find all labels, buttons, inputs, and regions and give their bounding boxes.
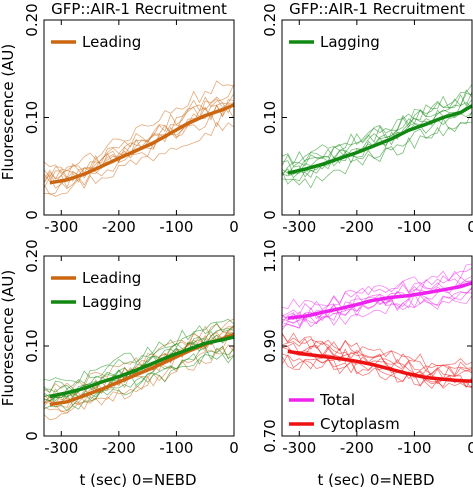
x-tick-label: -200 — [102, 439, 136, 457]
individual-trace — [281, 91, 473, 167]
panel-title: GFP::AIR-1 Recruitment — [289, 0, 465, 18]
individual-trace — [43, 322, 235, 394]
y-tick-label: 0.10 — [261, 101, 279, 134]
individual-trace — [43, 346, 235, 406]
series-line-lagging — [49, 335, 235, 399]
y-tick-label: 0.10 — [23, 101, 41, 134]
legend-label: Lagging — [320, 33, 380, 51]
individual-trace — [281, 84, 473, 175]
chart-panel-2: 0 0.10 0.20-300 -200 -100 0 GFP::AIR-1 Recruit… — [261, 0, 473, 236]
x-tick-label: 0 — [229, 218, 239, 236]
individual-trace — [43, 345, 235, 421]
y-tick-label: 0 — [23, 431, 41, 441]
y-axis-title-top: Fluorescence (AU) — [0, 44, 17, 181]
x-tick-label: 0 — [467, 218, 473, 236]
panel-title: GFP::AIR-1 Recruitment — [51, 0, 227, 18]
x-tick-label: -300 — [282, 218, 316, 236]
x-axis-title-right: t (sec) 0=NEBD — [317, 471, 434, 489]
individual-trace — [43, 121, 235, 197]
x-tick-label: -300 — [44, 439, 78, 457]
individual-trace — [43, 353, 235, 412]
individual-trace — [281, 117, 473, 179]
x-tick-label: -100 — [397, 218, 431, 236]
individual-trace — [281, 288, 473, 331]
y-tick-label: 0 — [261, 210, 279, 220]
x-tick-label: 0 — [229, 439, 239, 457]
chart-panel-4: 0.70 0.90 1.10 -300 -200 -100 0 Total Cytoplasm — [261, 239, 473, 457]
series-line-cytoplasm — [287, 349, 473, 383]
individual-trace — [281, 263, 473, 317]
y-tick-label: 0.20 — [261, 3, 279, 36]
individual-trace — [281, 112, 473, 177]
x-tick-label: 0 — [467, 439, 473, 457]
y-axis-title-bottom: Fluorescence (AU) — [0, 270, 17, 407]
series-line-total — [287, 281, 473, 320]
y-tick-label: 0.10 — [23, 329, 41, 362]
individual-trace — [43, 103, 235, 179]
x-tick-label: -100 — [397, 439, 431, 457]
individual-trace — [43, 323, 235, 393]
individual-trace — [281, 353, 473, 389]
individual-trace — [281, 346, 473, 378]
x-tick-label: -300 — [44, 218, 78, 236]
individual-trace — [281, 345, 473, 380]
legend-label: Leading — [82, 33, 141, 51]
x-tick-label: -300 — [282, 439, 316, 457]
series-line-leading — [49, 103, 235, 185]
individual-trace — [43, 345, 235, 404]
chart-panel-1: 0 0.10 0.20-300 -200 -100 0 GFP::AIR-1 Recruit… — [23, 0, 239, 236]
legend-label: Total — [319, 391, 355, 409]
y-tick-label: 0.20 — [23, 3, 41, 36]
individual-trace — [43, 84, 235, 184]
x-axis-title-left: t (sec) 0=NEBD — [79, 471, 196, 489]
y-tick-label: 0.90 — [261, 329, 279, 362]
x-tick-label: -100 — [159, 218, 193, 236]
chart-panel-3: 0 0.10 0.20 -300 -200 -100 0 Leading Lagging — [23, 239, 239, 457]
y-tick-label: 0.20 — [23, 239, 41, 272]
individual-trace — [43, 344, 235, 414]
individual-trace — [281, 356, 473, 388]
series-line-lagging — [287, 104, 473, 175]
x-tick-label: -200 — [340, 218, 374, 236]
y-tick-label: 0.70 — [261, 419, 279, 452]
legend-label: Lagging — [82, 293, 142, 311]
individual-trace — [281, 111, 473, 189]
individual-trace — [281, 93, 473, 165]
individual-trace — [43, 101, 235, 183]
individual-trace — [43, 80, 235, 175]
x-tick-label: -200 — [340, 439, 374, 457]
y-tick-label: 0 — [23, 210, 41, 220]
x-tick-label: -200 — [102, 218, 136, 236]
individual-trace — [281, 287, 473, 324]
individual-trace — [281, 354, 473, 389]
y-tick-label: 1.10 — [261, 239, 279, 272]
individual-trace — [281, 102, 473, 185]
individual-trace — [281, 332, 473, 376]
legend-label: Leading — [82, 269, 141, 287]
individual-trace — [281, 275, 473, 310]
x-tick-label: -100 — [159, 439, 193, 457]
legend-label: Cytoplasm — [320, 415, 400, 433]
